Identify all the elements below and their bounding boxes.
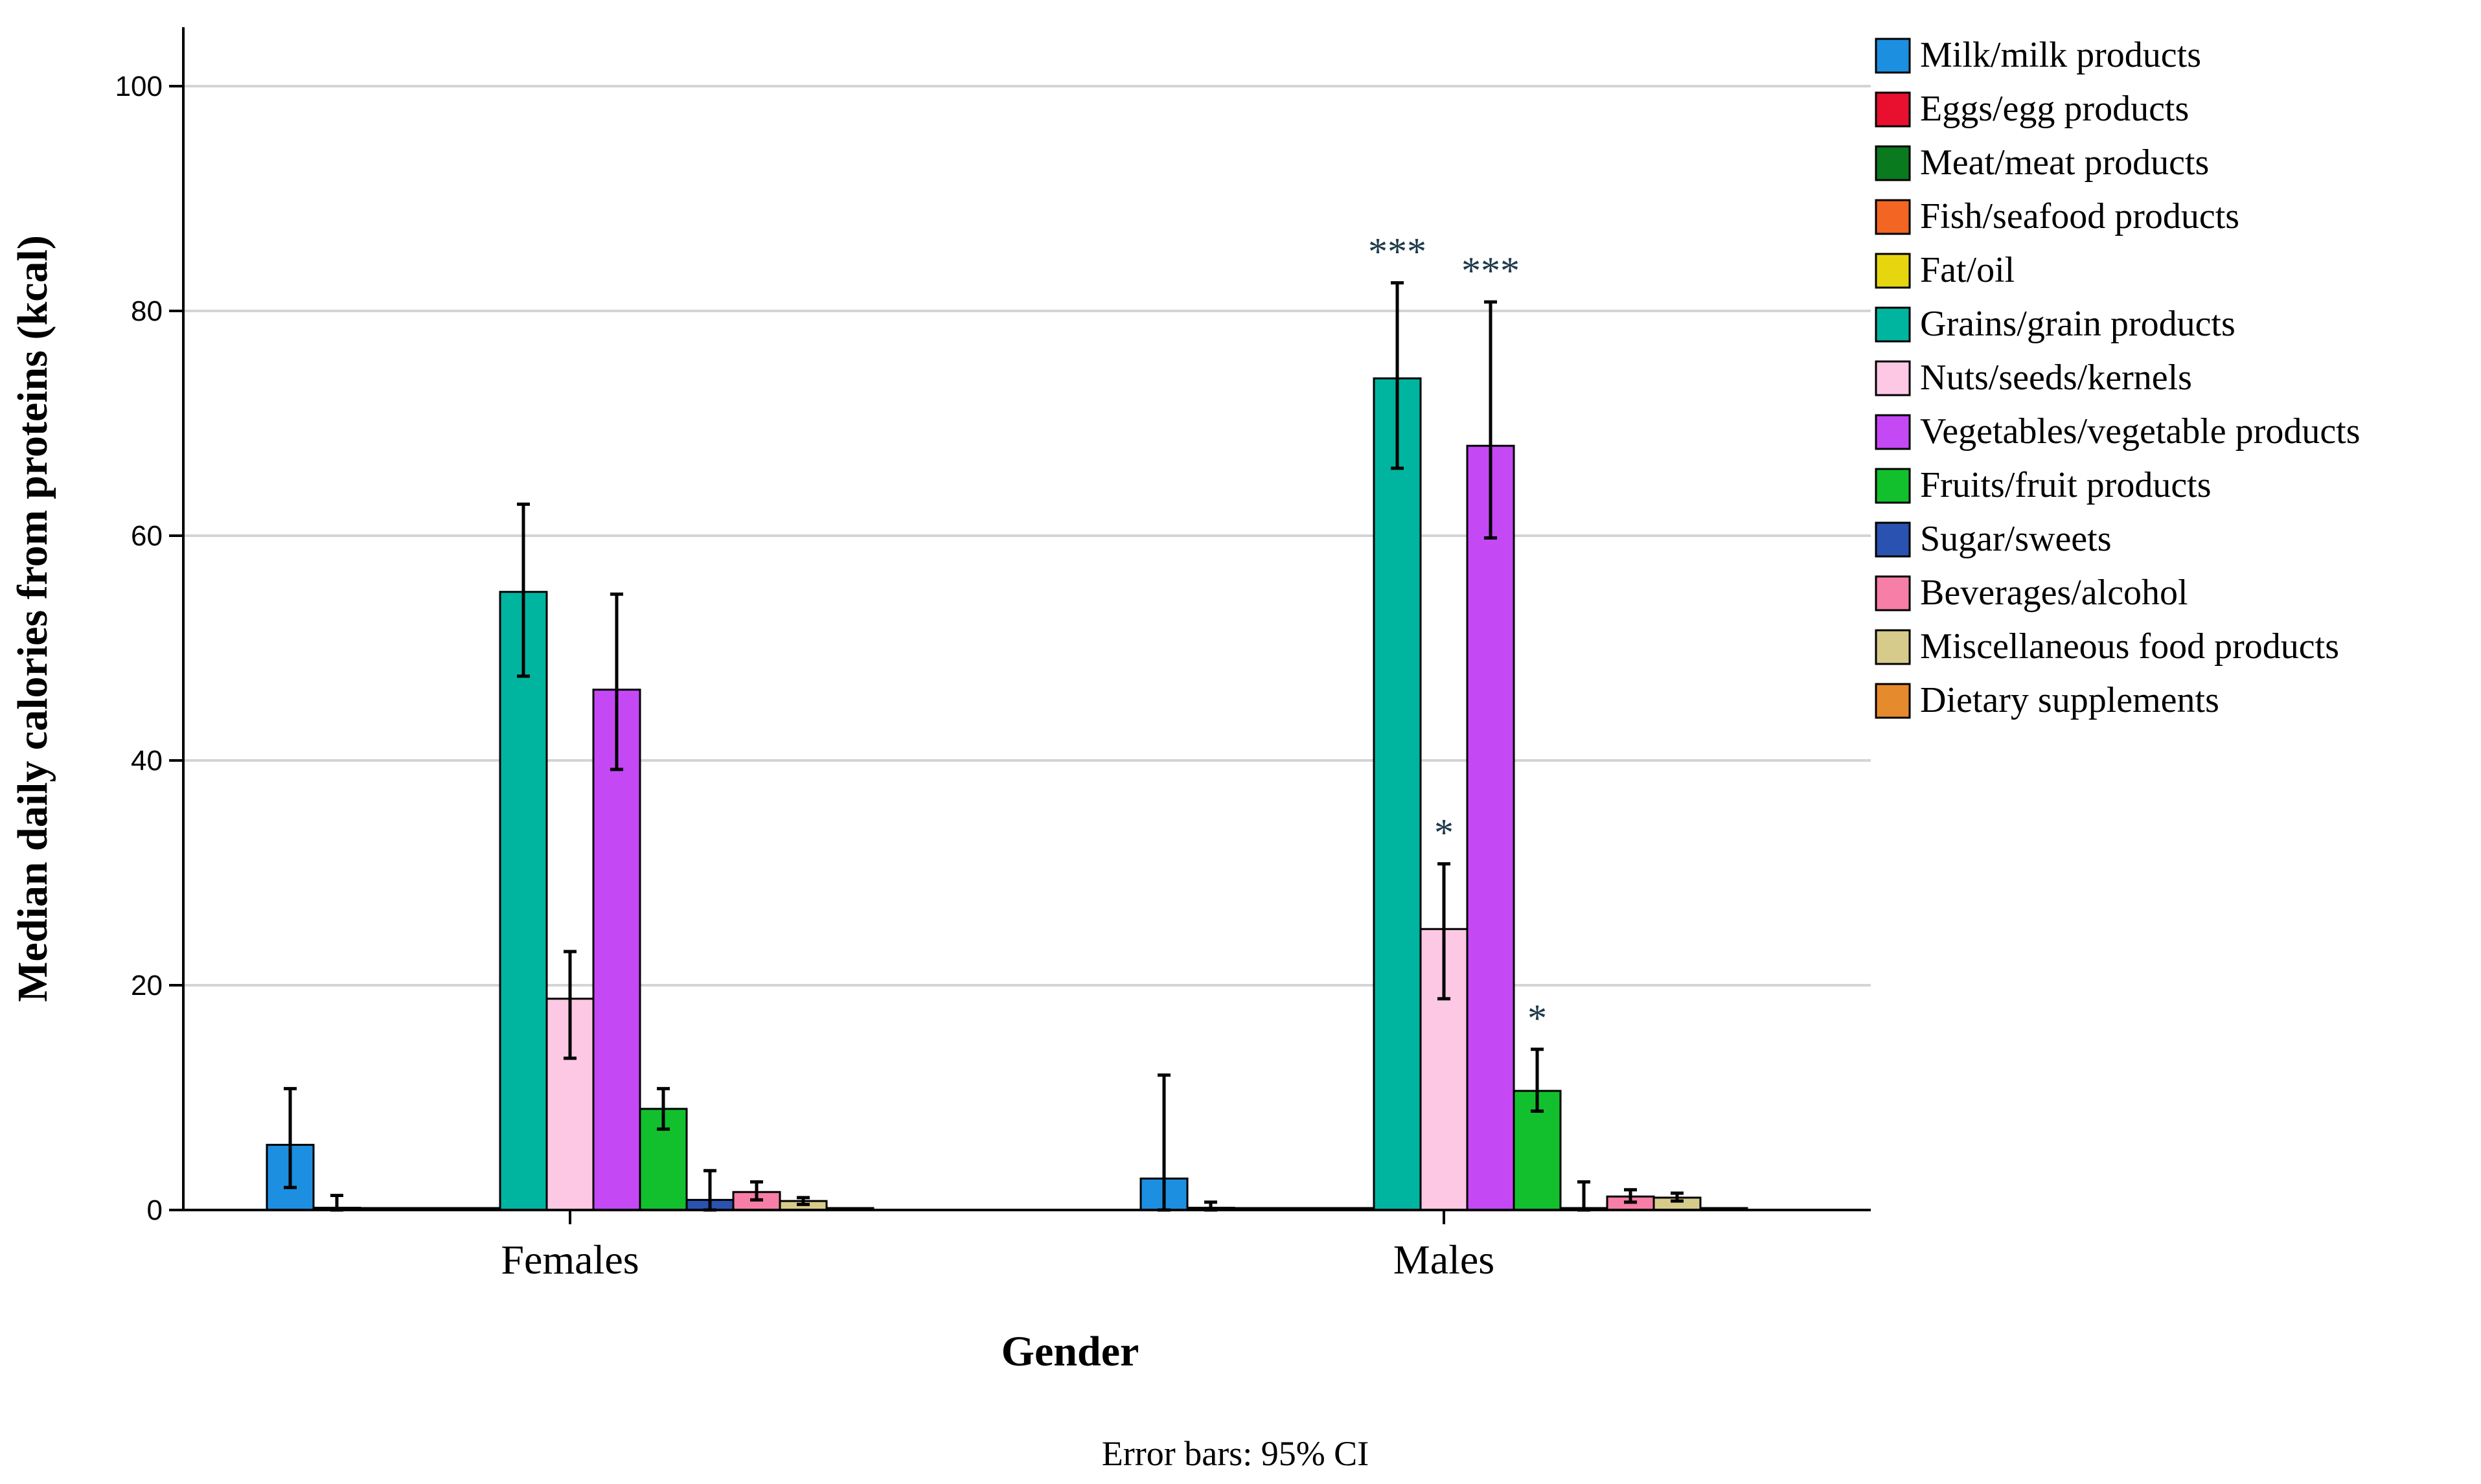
y-tick-label: 100 xyxy=(115,71,163,102)
legend-item-meat-meat-products: Meat/meat products xyxy=(1875,143,2209,183)
x-category-label-females: Females xyxy=(501,1237,639,1283)
legend-item-eggs-egg-products: Eggs/egg products xyxy=(1875,89,2189,129)
error-bar-females-fruits-fruit-products xyxy=(657,1087,670,1131)
legend-label: Miscellaneous food products xyxy=(1920,626,2339,667)
legend-label: Dietary supplements xyxy=(1920,680,2219,720)
legend-label: Fat/oil xyxy=(1920,250,2015,290)
error-bars xyxy=(284,281,1684,1212)
error-bar-females-miscellaneous-food-products xyxy=(797,1196,810,1206)
legend: Milk/milk products Eggs/egg products Meat/… xyxy=(1875,35,2361,720)
legend-item-beverages-alcohol: Beverages/alcohol xyxy=(1875,573,2188,613)
legend-swatch xyxy=(1875,414,1911,450)
y-tick-label: 0 xyxy=(147,1194,163,1226)
legend-swatch xyxy=(1875,306,1911,343)
legend-swatch xyxy=(1875,683,1911,719)
legend-label: Grains/grain products xyxy=(1920,304,2235,344)
error-bar-males-miscellaneous-food-products xyxy=(1671,1191,1684,1203)
legend-item-grains-grain-products: Grains/grain products xyxy=(1875,304,2235,344)
significance-marker: *** xyxy=(1368,231,1426,273)
bar-females-grains-grain-products xyxy=(499,591,548,1211)
legend-swatch xyxy=(1875,253,1911,289)
legend-label: Nuts/seeds/kernels xyxy=(1920,358,2192,398)
legend-swatch xyxy=(1875,38,1911,74)
legend-item-miscellaneous-food-products: Miscellaneous food products xyxy=(1875,626,2339,667)
error-bar-females-beverages-alcohol xyxy=(750,1180,763,1202)
legend-item-fat-oil: Fat/oil xyxy=(1875,250,2015,290)
gridlines xyxy=(183,85,1871,987)
legend-swatch xyxy=(1875,468,1911,504)
y-ticks: 0 20 40 60 80 100 xyxy=(115,71,183,1226)
legend-item-nuts-seeds-kernels: Nuts/seeds/kernels xyxy=(1875,358,2192,398)
x-category-label-males: Males xyxy=(1393,1237,1494,1283)
y-axis-title: Median daily calories from proteins (kca… xyxy=(9,235,56,1002)
legend-item-dietary-supplements: Dietary supplements xyxy=(1875,680,2219,720)
legend-item-sugar-sweets: Sugar/sweets xyxy=(1875,519,2112,559)
significance-marker: * xyxy=(1527,997,1547,1040)
error-bar-males-fruits-fruit-products xyxy=(1531,1047,1544,1113)
legend-swatch xyxy=(1875,629,1911,665)
legend-label: Eggs/egg products xyxy=(1920,89,2189,129)
legend-label: Beverages/alcohol xyxy=(1920,573,2188,613)
error-bar-females-nuts-seeds-kernels xyxy=(564,950,577,1060)
legend-swatch xyxy=(1875,199,1911,235)
significance-marker: * xyxy=(1434,812,1454,854)
legend-label: Sugar/sweets xyxy=(1920,519,2112,559)
legend-item-fruits-fruit-products: Fruits/fruit products xyxy=(1875,465,2212,505)
legend-label: Meat/meat products xyxy=(1920,143,2209,183)
legend-swatch xyxy=(1875,521,1911,558)
x-category-labels: Females Males xyxy=(501,1210,1494,1283)
legend-swatch xyxy=(1875,91,1911,128)
error-bar-males-nuts-seeds-kernels xyxy=(1437,862,1450,1001)
y-tick-label: 20 xyxy=(131,970,163,1001)
x-axis-title: Gender xyxy=(1001,1328,1139,1375)
legend-item-vegetables-vegetable-products: Vegetables/vegetable products xyxy=(1875,411,2361,451)
bar-males-vegetables-vegetable-products xyxy=(1466,444,1515,1211)
legend-item-fish-seafood-products: Fish/seafood products xyxy=(1875,196,2239,236)
legend-swatch xyxy=(1875,145,1911,181)
legend-swatch xyxy=(1875,575,1911,611)
error-bar-females-milk-milk-products xyxy=(284,1087,297,1189)
error-bar-males-sugar-sweets xyxy=(1577,1180,1590,1212)
legend-swatch xyxy=(1875,360,1911,396)
error-bar-note: Error bars: 95% CI xyxy=(1102,1434,1369,1473)
legend-label: Milk/milk products xyxy=(1920,35,2201,75)
bars xyxy=(266,377,1748,1211)
error-bar-males-vegetables-vegetable-products xyxy=(1484,300,1497,540)
y-tick-label: 40 xyxy=(131,745,163,777)
significance-annotations: *** ***** xyxy=(1368,231,1547,1040)
error-bar-males-grains-grain-products xyxy=(1391,281,1404,470)
legend-label: Fish/seafood products xyxy=(1920,196,2239,236)
y-tick-label: 80 xyxy=(131,295,163,327)
legend-item-milk-milk-products: Milk/milk products xyxy=(1875,35,2201,75)
y-tick-label: 60 xyxy=(131,520,163,552)
error-bar-males-beverages-alcohol xyxy=(1624,1188,1637,1204)
bar-males-grains-grain-products xyxy=(1373,377,1422,1211)
error-bar-females-grains-grain-products xyxy=(517,502,530,678)
significance-marker: *** xyxy=(1461,249,1520,292)
error-bar-females-vegetables-vegetable-products xyxy=(610,592,623,771)
legend-label: Fruits/fruit products xyxy=(1920,465,2212,505)
axes xyxy=(182,27,1871,1211)
legend-label: Vegetables/vegetable products xyxy=(1920,411,2361,451)
